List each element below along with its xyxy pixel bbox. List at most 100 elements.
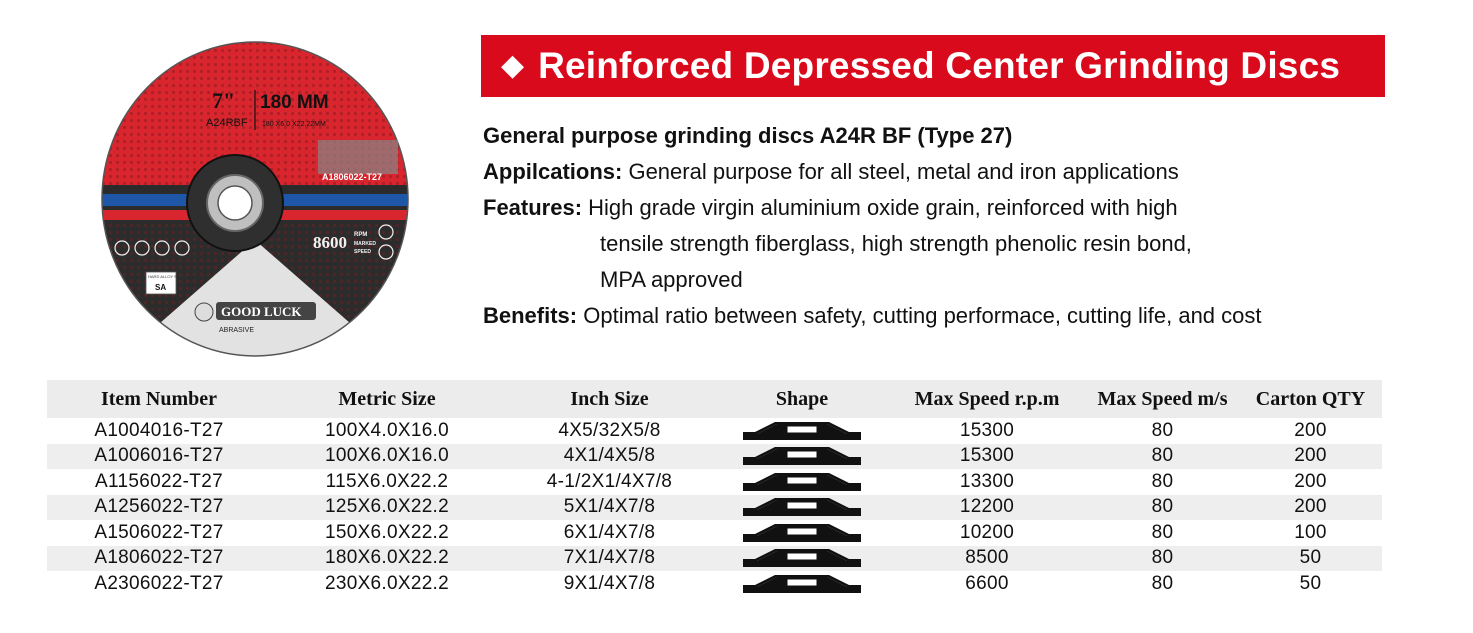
metric-size-cell: 125X6.0X22.2 — [324, 496, 450, 518]
gloves-icon — [174, 240, 190, 256]
product-description: General purpose grinding discs A24R BF (… — [483, 118, 1443, 334]
features-text-1: High grade virgin aluminium oxide grain,… — [582, 195, 1178, 220]
disc-material: HARD ALLOY STEEL — [148, 274, 188, 279]
features-text-2: tensile strength fiberglass, high streng… — [600, 231, 1192, 256]
disc-speed: 8600 — [313, 233, 347, 252]
shape-cell — [716, 421, 888, 440]
max-speed-ms-cell: 80 — [1151, 572, 1174, 594]
col-metric-size: Metric Size — [338, 387, 436, 410]
disc-code: A1806022-T27 — [322, 172, 382, 182]
applications-line: Appilcations: General purpose for all st… — [483, 154, 1443, 190]
max-speed-ms-cell: 80 — [1151, 521, 1174, 543]
mascot-icon — [194, 302, 214, 322]
inch-size-cell: 6X1/4X7/8 — [563, 521, 656, 543]
metric-size-cell: 180X6.0X22.2 — [324, 547, 450, 569]
max-speed-rpm-cell: 15300 — [959, 419, 1015, 441]
disc-brand-logo: GOOD LUCK — [221, 304, 302, 319]
max-speed-ms-cell: 80 — [1151, 470, 1174, 492]
disc-size-mm: 180 MM — [260, 92, 329, 113]
inch-size-cell: 5X1/4X7/8 — [563, 496, 656, 518]
type-27-shape-icon — [743, 472, 861, 491]
col-max-speed-ms: Max Speed m/s — [1097, 387, 1228, 410]
carton-qty-cell: 100 — [1294, 521, 1327, 543]
features-line: Features: High grade virgin aluminium ox… — [483, 190, 1443, 226]
benefits-label: Benefits: — [483, 303, 578, 328]
col-carton-qty: Carton QTY — [1255, 387, 1366, 410]
spec-table: Item Number Metric Size Inch Size Shape … — [47, 380, 1382, 597]
item-number-cell: A1506022-T27 — [94, 521, 224, 543]
table-row: A1156022-T27 115X6.0X22.2 4-1/2X1/4X7/8 133… — [47, 469, 1382, 495]
features-text-3: MPA approved — [600, 267, 743, 292]
type-27-shape-icon — [743, 421, 861, 440]
col-max-speed-rpm: Max Speed r.p.m — [914, 387, 1060, 410]
inch-size-cell: 4X1/4X5/8 — [563, 445, 656, 467]
features-label: Features: — [483, 195, 583, 220]
type-27-shape-icon — [743, 549, 861, 568]
max-speed-rpm-cell: 13300 — [959, 470, 1015, 492]
inch-size-cell: 7X1/4X7/8 — [563, 547, 656, 569]
type-27-shape-icon — [743, 498, 861, 517]
col-shape: Shape — [775, 387, 829, 410]
shape-cell — [716, 549, 888, 568]
max-speed-rpm-cell: 6600 — [965, 572, 1009, 594]
page-title: Reinforced Depressed Center Grinding Dis… — [538, 45, 1341, 86]
shape-cell — [716, 447, 888, 466]
max-speed-rpm-cell: 8500 — [965, 547, 1009, 569]
item-number-cell: A2306022-T27 — [94, 572, 224, 594]
table-row: A1256022-T27 125X6.0X22.2 5X1/4X7/8 12200 80… — [47, 494, 1382, 520]
applications-label: Appilcations: — [483, 159, 623, 184]
no-wet-grinding-icon — [378, 224, 394, 240]
benefits-line: Benefits: Optimal ratio between safety, … — [483, 298, 1443, 334]
table-header: Item Number Metric Size Inch Size Shape … — [47, 380, 1382, 418]
item-number-cell: A1256022-T27 — [94, 496, 224, 518]
max-speed-ms-cell: 80 — [1151, 496, 1174, 518]
disc-marked-label: MARKED — [354, 241, 376, 247]
item-number-cell: A1004016-T27 — [94, 419, 224, 441]
applications-text: General purpose for all steel, metal and… — [622, 159, 1179, 184]
table-row: A1806022-T27 180X6.0X22.2 7X1/4X7/8 8500 80 5… — [47, 545, 1382, 571]
table-row: A1004016-T27 100X4.0X16.0 4X5/32X5/8 15300 8… — [47, 418, 1382, 444]
table-row: A2306022-T27 230X6.0X22.2 9X1/4X7/8 6600 80 5… — [47, 571, 1382, 597]
col-inch-size: Inch Size — [570, 387, 649, 410]
col-item-number: Item Number — [100, 387, 218, 410]
item-number-cell: A1006016-T27 — [94, 445, 224, 467]
carton-qty-cell: 50 — [1299, 547, 1322, 569]
table-row: A1506022-T27 150X6.0X22.2 6X1/4X7/8 10200 80… — [47, 520, 1382, 546]
max-speed-rpm-cell: 15300 — [959, 445, 1015, 467]
metric-size-cell: 100X6.0X16.0 — [324, 445, 450, 467]
max-speed-ms-cell: 80 — [1151, 419, 1174, 441]
shape-cell — [716, 498, 888, 517]
type-27-shape-icon — [743, 523, 861, 542]
carton-qty-cell: 200 — [1294, 470, 1327, 492]
no-side-grinding-icon — [378, 244, 394, 260]
max-speed-rpm-cell: 10200 — [959, 521, 1015, 543]
table-row: A1006016-T27 100X6.0X16.0 4X1/4X5/8 15300 80… — [47, 443, 1382, 469]
title-banner: ◆ Reinforced Depressed Center Grinding D… — [481, 35, 1385, 97]
metric-size-cell: 100X4.0X16.0 — [324, 419, 450, 441]
diamond-icon: ◆ — [501, 49, 525, 82]
disc-brand-sub: ABRASIVE — [219, 327, 254, 334]
shape-cell — [716, 472, 888, 491]
carton-qty-cell: 50 — [1299, 572, 1322, 594]
type-27-shape-icon — [743, 574, 861, 593]
max-speed-rpm-cell: 12200 — [959, 496, 1015, 518]
max-speed-ms-cell: 80 — [1151, 547, 1174, 569]
benefits-text: Optimal ratio between safety, cutting pe… — [577, 303, 1262, 328]
item-number-cell: A1806022-T27 — [94, 547, 224, 569]
metric-size-cell: 150X6.0X22.2 — [324, 521, 450, 543]
eye-protection-icon — [134, 240, 150, 256]
inch-size-cell: 9X1/4X7/8 — [563, 572, 656, 594]
item-number-cell: A1156022-T27 — [95, 470, 223, 492]
inch-size-cell: 4X5/32X5/8 — [558, 419, 661, 441]
disc-grade: A24RBF — [206, 117, 248, 129]
carton-qty-cell: 200 — [1294, 419, 1327, 441]
type-27-shape-icon — [743, 447, 861, 466]
disc-rpm-label: RPM — [354, 232, 367, 238]
max-speed-ms-cell: 80 — [1151, 445, 1174, 467]
disc-size-inch: 7" — [212, 88, 235, 113]
metric-size-cell: 230X6.0X22.2 — [324, 572, 450, 594]
disc-material-code: SA — [155, 283, 166, 292]
read-manual-icon — [114, 240, 130, 256]
shape-cell — [716, 574, 888, 593]
disc-speed-label: SPEED — [354, 249, 371, 255]
